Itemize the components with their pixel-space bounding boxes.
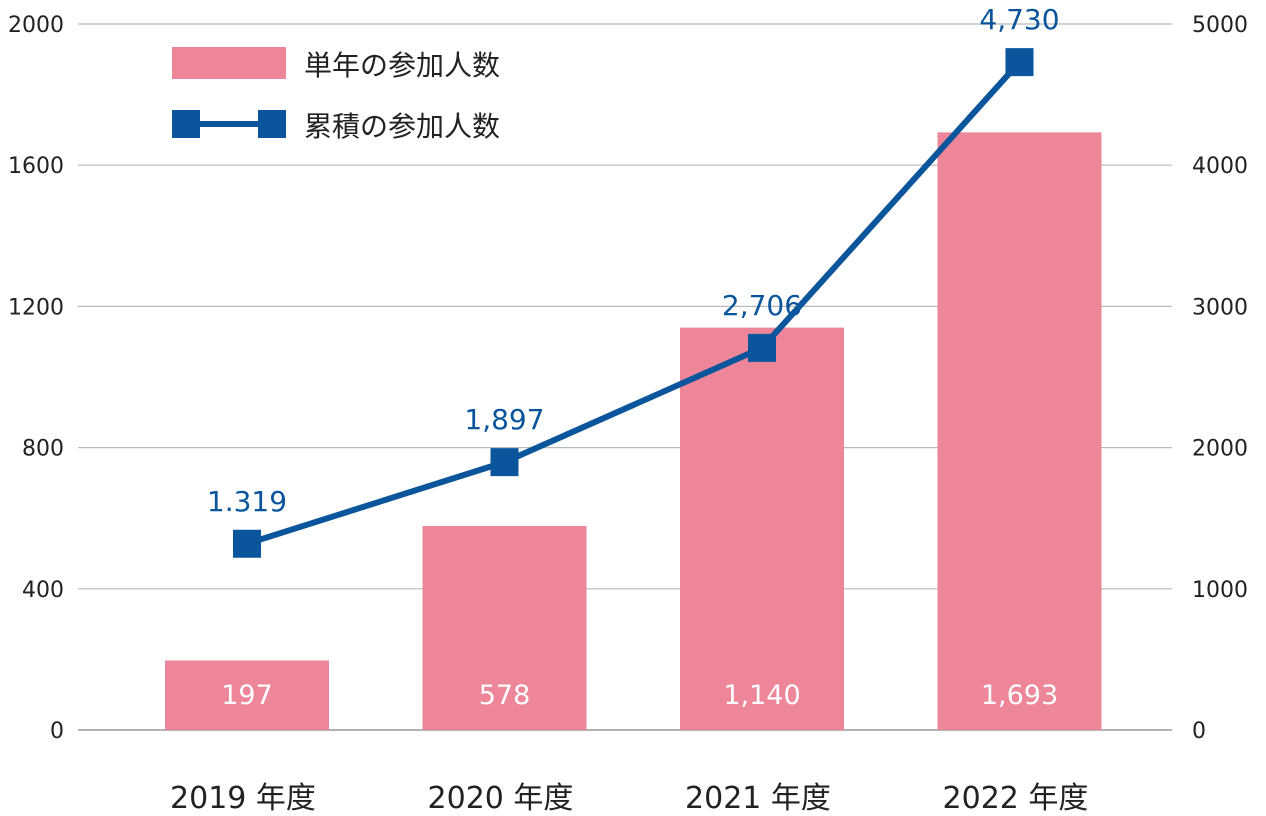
- right-tick-label: 1000: [1192, 578, 1248, 603]
- right-tick-label: 2000: [1192, 437, 1248, 462]
- right-tick-label: 5000: [1192, 13, 1248, 38]
- left-tick-label: 1200: [8, 295, 64, 320]
- legend-line-label: 累積の参加人数: [304, 110, 500, 143]
- line-series: 1.319 1,897 2,706 4,730: [207, 3, 1060, 558]
- bar: [680, 327, 844, 730]
- category-label: 2022 年度: [943, 781, 1089, 816]
- line-point-marker: [1005, 48, 1034, 77]
- legend-line-marker-right: [258, 110, 286, 138]
- left-tick-label: 2000: [8, 13, 64, 38]
- right-axis-ticks: 0 1000 2000 3000 4000 5000: [1192, 13, 1248, 744]
- line-value-label: 2,706: [722, 289, 802, 322]
- line-value-label: 1.319: [207, 485, 287, 518]
- left-tick-label: 0: [50, 719, 64, 744]
- bar: [422, 525, 587, 730]
- legend-bar-swatch: [172, 47, 286, 79]
- category-label: 2020 年度: [428, 781, 574, 816]
- series-line: [246, 60, 1022, 547]
- legend-line-marker-left: [172, 110, 200, 138]
- line-point-marker: [490, 448, 519, 477]
- line-point-marker: [233, 529, 261, 558]
- right-tick-label: 4000: [1192, 154, 1248, 179]
- line-value-label: 1,897: [464, 403, 544, 436]
- bar: [937, 132, 1102, 731]
- category-labels: 2019 年度 2020 年度 2021 年度 2022 年度: [170, 781, 1088, 816]
- bar-value-label: 578: [479, 680, 531, 711]
- bar-value-label: 1,693: [981, 680, 1058, 711]
- bars-series: 197 578 1,140 1,693: [165, 132, 1102, 731]
- category-label: 2021 年度: [685, 781, 831, 816]
- line-point-marker: [748, 333, 776, 362]
- left-tick-label: 400: [22, 578, 64, 603]
- line-value-label: 4,730: [979, 3, 1059, 36]
- legend-bar-label: 単年の参加人数: [304, 49, 500, 82]
- right-tick-label: 0: [1192, 719, 1206, 744]
- legend: 単年の参加人数 累積の参加人数: [172, 47, 500, 143]
- bar: [165, 660, 329, 730]
- bar-value-label: 197: [221, 680, 273, 711]
- left-tick-label: 1600: [8, 154, 64, 179]
- left-axis-ticks: 0 400 800 1200 1600 2000: [8, 13, 64, 744]
- left-tick-label: 800: [22, 437, 64, 462]
- right-tick-label: 3000: [1192, 295, 1248, 320]
- bar-value-label: 1,140: [723, 680, 800, 711]
- category-label: 2019 年度: [170, 781, 316, 816]
